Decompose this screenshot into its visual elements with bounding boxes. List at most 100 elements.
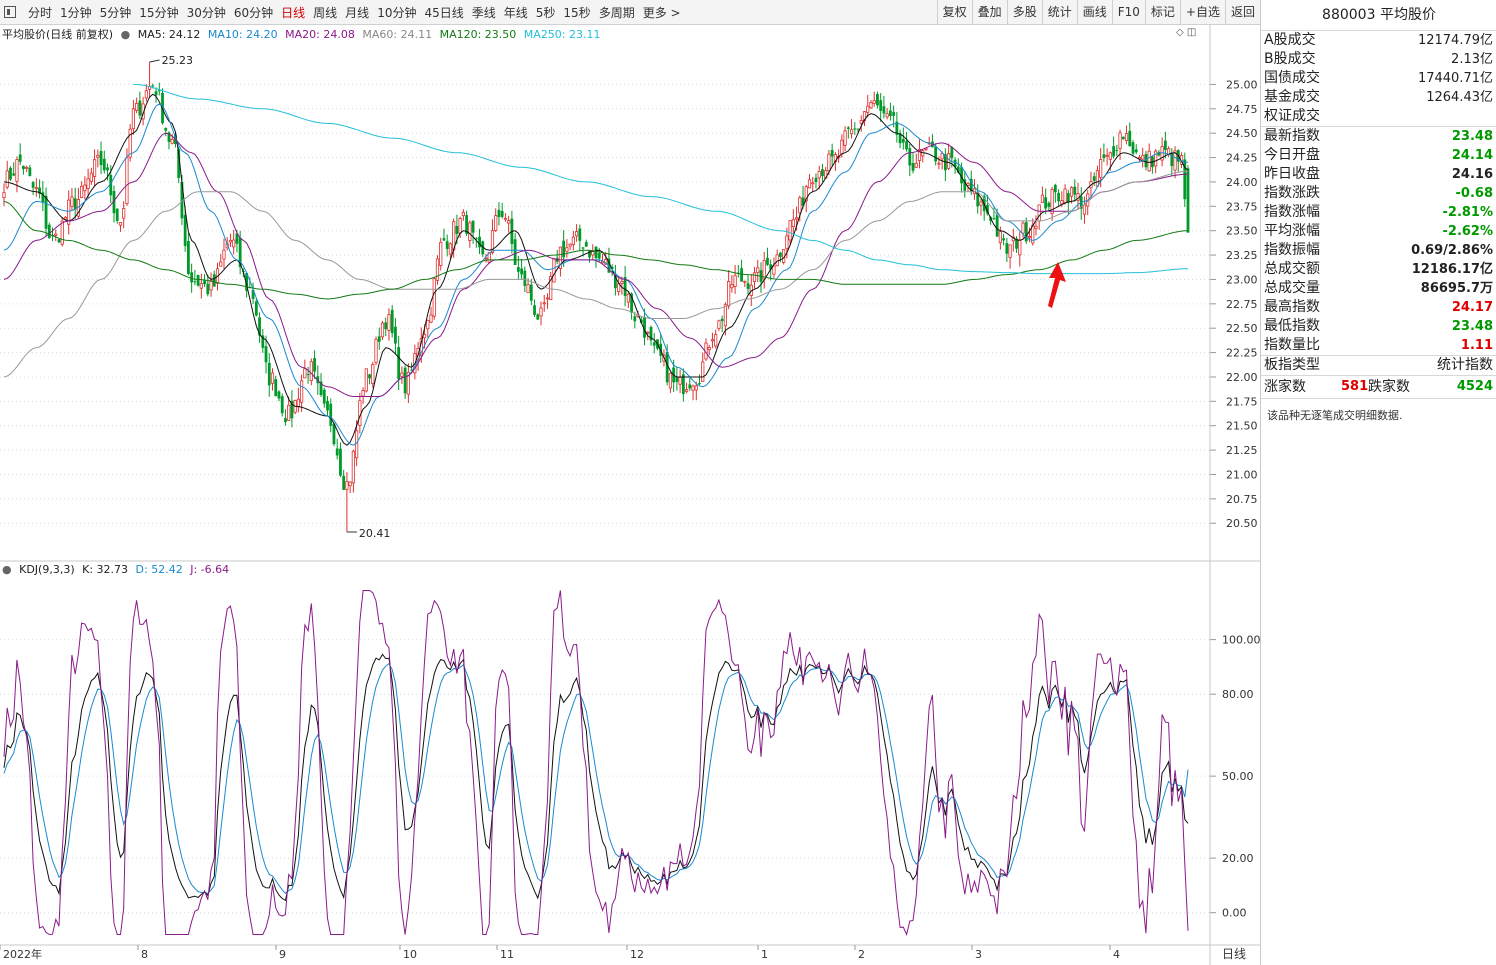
chart-corner-icons[interactable]: ◇ ◫ <box>1176 27 1197 38</box>
candle-body <box>455 225 459 234</box>
kdj-d-line <box>3 662 1189 894</box>
period-11[interactable]: 季线 <box>471 5 496 20</box>
price-tick-label: 22.75 <box>1226 298 1258 311</box>
chart-canvas[interactable]: 25.00 24.75 24.50 24.25 24.00 23.75 23.50 23.25… <box>0 0 1260 965</box>
candle-body <box>384 322 388 330</box>
candle-body <box>57 239 61 243</box>
candle-body <box>821 169 824 177</box>
candle-body <box>684 389 689 392</box>
period-1[interactable]: 1分钟 <box>60 5 92 20</box>
candle-body <box>571 236 575 245</box>
candle-body <box>727 281 731 307</box>
price-tick-label: 25.00 <box>1226 78 1258 91</box>
candle-body <box>545 297 550 300</box>
candle-body <box>911 162 915 171</box>
candle-body <box>497 209 501 217</box>
tool-6[interactable]: 标记 <box>1144 0 1180 24</box>
price-tick-label: 23.25 <box>1226 249 1258 262</box>
candle-body <box>1157 152 1161 156</box>
ma-line-ma20 <box>3 132 1189 397</box>
candle-body <box>1124 133 1129 141</box>
candle-body <box>921 150 925 157</box>
tool-5[interactable]: F10 <box>1111 0 1145 24</box>
price-tick-label: 23.00 <box>1226 273 1258 286</box>
candle-body <box>1112 146 1115 157</box>
index-row: 今日开盘 24.14 <box>1261 146 1496 165</box>
panel-toggle-icon[interactable] <box>4 6 16 18</box>
index-row: 指数量比 1.11 <box>1261 336 1496 355</box>
period-10[interactable]: 45日线 <box>424 5 464 20</box>
period-15[interactable]: 多周期 <box>598 5 635 20</box>
candle-body <box>371 364 375 384</box>
candle-body <box>623 277 627 296</box>
candle-body <box>461 212 465 217</box>
price-tick-label: 21.75 <box>1226 395 1258 408</box>
candle-body <box>38 187 41 194</box>
candle-body <box>574 231 579 237</box>
tool-3[interactable]: 统计 <box>1041 0 1077 24</box>
time-tick-label: 10 <box>403 948 417 961</box>
candle-body <box>468 222 472 241</box>
candle-body <box>196 275 200 286</box>
candle-body <box>568 243 572 247</box>
candle-body <box>22 165 25 170</box>
period-4[interactable]: 30分钟 <box>186 5 226 20</box>
kdj-dot-icon[interactable]: ● <box>2 563 12 576</box>
index-label: 昨日收盘 <box>1264 166 1320 182</box>
candle-body <box>843 130 847 146</box>
candle-body <box>1073 186 1077 195</box>
candle-body <box>565 247 569 252</box>
candle-body <box>86 178 90 189</box>
volume-label: A股成交 <box>1264 32 1316 48</box>
index-value: -2.81% <box>1442 205 1494 220</box>
tool-2[interactable]: 多股 <box>1006 0 1042 24</box>
candle-body <box>426 319 430 330</box>
kdj-tick-label: 20.00 <box>1222 852 1254 865</box>
tool-7[interactable]: +自选 <box>1179 0 1225 24</box>
candle-body <box>131 108 135 130</box>
legend-dot-icon[interactable]: ● <box>120 28 131 41</box>
index-value: -2.62% <box>1442 224 1494 239</box>
panel-divider <box>1261 126 1496 127</box>
candle-body <box>177 149 181 179</box>
kdj-name: KDJ(9,3,3) <box>19 563 75 576</box>
candle-body <box>70 196 74 207</box>
tool-4[interactable]: 画线 <box>1076 0 1112 24</box>
candle-body <box>368 374 371 379</box>
period-9[interactable]: 10分钟 <box>377 5 417 20</box>
type-row: 板指类型 统计指数 <box>1261 356 1496 375</box>
candle-body <box>698 383 701 385</box>
period-8[interactable]: 月线 <box>345 5 370 20</box>
period-0[interactable]: 分时 <box>28 5 53 20</box>
tool-0[interactable]: 复权 <box>936 0 972 24</box>
candle-body <box>316 376 320 384</box>
candle-body <box>238 237 242 268</box>
period-16[interactable]: 更多 > <box>642 5 681 20</box>
candle-body <box>503 217 508 220</box>
period-6[interactable]: 日线 <box>281 5 306 20</box>
candle-body <box>717 320 721 329</box>
index-value: 24.14 <box>1451 148 1493 163</box>
index-value: 1.11 <box>1460 338 1493 353</box>
tool-1[interactable]: 叠加 <box>971 0 1007 24</box>
period-13[interactable]: 5秒 <box>535 5 556 20</box>
period-3[interactable]: 15分钟 <box>139 5 179 20</box>
candle-body <box>471 220 475 233</box>
candle-body <box>846 127 850 129</box>
kdj-d: D: 52.42 <box>135 563 183 576</box>
period-14[interactable]: 15秒 <box>563 5 591 20</box>
period-12[interactable]: 年线 <box>503 5 528 20</box>
price-tick-label: 24.00 <box>1226 176 1258 189</box>
period-2[interactable]: 5分钟 <box>99 5 132 20</box>
candle-body <box>1066 193 1070 203</box>
tool-8[interactable]: 返回 <box>1224 0 1260 24</box>
candle-body <box>232 239 236 248</box>
candles <box>2 62 1190 532</box>
candle-body <box>339 448 342 476</box>
candle-body <box>762 260 766 280</box>
period-7[interactable]: 周线 <box>313 5 338 20</box>
candle-body <box>138 100 142 116</box>
candle-body <box>442 238 446 241</box>
candle-body <box>5 170 9 188</box>
period-5[interactable]: 60分钟 <box>233 5 274 20</box>
